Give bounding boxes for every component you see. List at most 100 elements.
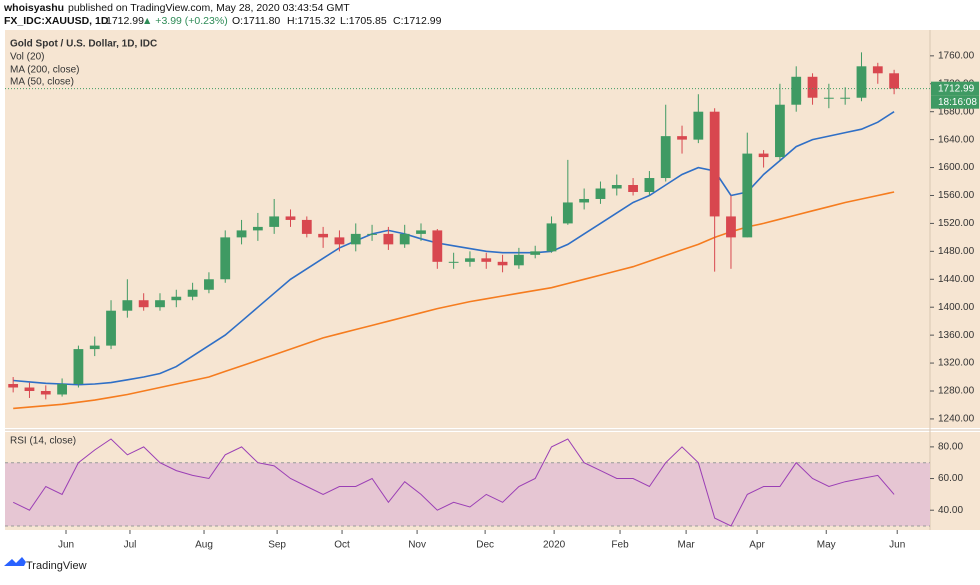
candle-body: [220, 237, 231, 280]
y-tick-label: 1320.00: [938, 358, 975, 369]
y-tick-label: 1400.00: [938, 302, 975, 313]
x-tick-label: Aug: [195, 540, 213, 551]
y-tick-label: 1760.00: [938, 50, 975, 61]
y-tick-label: 40.00: [938, 505, 963, 516]
main-title: Gold Spot / U.S. Dollar, 1D, IDC: [10, 39, 157, 50]
candle-body: [155, 300, 165, 308]
candle-body: [758, 153, 769, 158]
countdown: 18:16:08: [938, 97, 977, 108]
candle-body: [236, 230, 247, 238]
x-tick-label: Mar: [677, 540, 695, 551]
candle-body: [726, 216, 736, 238]
x-tick-label: Jun: [889, 540, 905, 551]
candle-body: [889, 73, 900, 89]
candle-body: [709, 111, 720, 217]
x-tick-label: Sep: [268, 540, 286, 551]
candle-body: [595, 188, 606, 199]
candle-body: [791, 76, 802, 105]
x-tick-label: Apr: [749, 540, 765, 551]
rsi-line: [12, 438, 895, 527]
last-price-label: 1712.99: [938, 83, 975, 94]
change: ▲ +3.99 (+0.23%): [142, 15, 228, 27]
candle-body: [823, 97, 834, 99]
price-panel: [5, 30, 980, 428]
candle-body: [677, 136, 687, 140]
x-tick-label: 2020: [543, 540, 566, 551]
candle-body: [513, 254, 524, 266]
x-tick-label: Dec: [476, 540, 494, 551]
x-tick-label: May: [817, 540, 836, 551]
last: 1712.99: [106, 15, 144, 27]
high: H:1715.32: [287, 15, 336, 27]
plot-layer: 1240.00 1280.00 1320.00 1360.00 1400.00 1440.…: [5, 50, 979, 551]
brand: TradingView: [26, 560, 87, 572]
candle-body: [318, 233, 329, 238]
candle-body: [644, 178, 655, 192]
candle-body: [8, 384, 19, 388]
candle-body: [856, 66, 867, 98]
y-tick-label: 1560.00: [938, 190, 975, 201]
y-tick-label: 1680.00: [938, 106, 975, 117]
candle-body: [252, 226, 263, 231]
candle-body: [399, 233, 410, 245]
candle-body: [872, 66, 883, 74]
candle-body: [285, 216, 296, 220]
candle-body: [350, 233, 361, 245]
rsi-title: RSI (14, close): [10, 436, 76, 447]
close: C:1712.99: [393, 15, 442, 27]
candle-body: [416, 230, 426, 234]
y-tick-label: 1640.00: [938, 134, 975, 145]
candle-body: [465, 258, 475, 262]
y-tick-label: 1440.00: [938, 274, 975, 285]
countdown-box: [931, 95, 979, 109]
candle-body: [497, 261, 508, 266]
x-tick-label: Feb: [611, 540, 629, 551]
candle-body: [73, 349, 84, 385]
candle-body: [546, 223, 557, 252]
candle-body: [807, 76, 818, 98]
legend-entry: MA (50, close): [10, 77, 74, 88]
x-tick-label: Nov: [408, 540, 426, 551]
x-tick-label: Jun: [58, 540, 74, 551]
candle-body: [775, 104, 785, 158]
candle-body: [57, 384, 67, 395]
y-tick-label: 1480.00: [938, 246, 975, 257]
y-tick-label: 60.00: [938, 473, 963, 484]
candle-body: [204, 279, 214, 290]
candle-body: [334, 237, 345, 245]
candle-body: [562, 202, 573, 224]
candle-body: [106, 310, 116, 346]
rsi-band: [5, 462, 930, 527]
candle-body: [301, 219, 312, 234]
published: published on TradingView.com, May 28, 20…: [68, 2, 350, 14]
x-tick-label: Jul: [124, 540, 137, 551]
candle-body: [187, 289, 198, 297]
y-tick-label: 1600.00: [938, 162, 975, 173]
candle-body: [269, 216, 280, 227]
y-tick-label: 1360.00: [938, 330, 975, 341]
candle-body: [660, 136, 671, 179]
y-tick-label: 80.00: [938, 442, 963, 453]
candle-body: [89, 345, 100, 350]
candle-body: [742, 153, 753, 238]
candle-body: [611, 185, 622, 189]
symbol: FX_IDC:XAUUSD, 1D: [4, 15, 109, 27]
legend-entry: MA (200, close): [10, 65, 79, 76]
candle-body: [840, 97, 851, 99]
candle-body: [171, 296, 182, 301]
candle-body: [628, 185, 638, 192]
candle-body: [383, 233, 394, 245]
brand-logo: [4, 557, 26, 566]
candle-body: [367, 233, 377, 235]
candle-body: [24, 387, 35, 391]
candle-body: [481, 258, 492, 262]
candle-body: [432, 230, 443, 262]
candle-body: [40, 390, 51, 395]
y-tick-label: 1280.00: [938, 386, 975, 397]
volume-label: Vol (20): [10, 52, 44, 63]
low: L:1705.85: [340, 15, 387, 27]
author: whoisyashu: [3, 2, 64, 14]
candle-body: [693, 111, 704, 140]
last-price-box: [931, 81, 979, 96]
